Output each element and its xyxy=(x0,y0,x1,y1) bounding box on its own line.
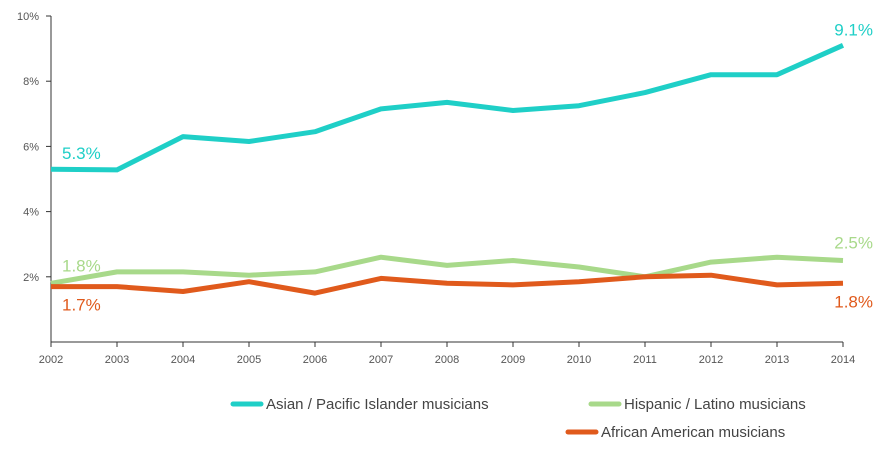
x-tick-label: 2011 xyxy=(633,354,657,366)
series-line-hispanic-latino-musicians xyxy=(50,254,844,286)
y-tick-label: 2% xyxy=(23,272,39,284)
x-tick-label: 2002 xyxy=(39,354,63,366)
y-tick-label: 6% xyxy=(23,141,39,153)
x-tick-label: 2014 xyxy=(831,354,855,366)
end-value-label: 1.8% xyxy=(834,292,873,311)
x-tick-label: 2003 xyxy=(105,354,129,366)
x-tick-label: 2010 xyxy=(567,354,591,366)
start-value-label: 1.8% xyxy=(62,256,101,275)
y-tick-label: 10% xyxy=(17,11,39,23)
x-tick-label: 2007 xyxy=(369,354,393,366)
x-tick-label: 2013 xyxy=(765,354,789,366)
y-tick-label: 8% xyxy=(23,76,39,88)
x-tick-label: 2012 xyxy=(699,354,723,366)
x-tick-label: 2008 xyxy=(435,354,459,366)
series-line-asian-pacific-islander-musicians xyxy=(50,43,845,173)
end-value-label: 9.1% xyxy=(834,20,873,39)
legend-label: Asian / Pacific Islander musicians xyxy=(266,396,489,413)
end-value-label: 2.5% xyxy=(834,234,873,253)
x-tick-label: 2004 xyxy=(171,354,195,366)
legend-label: African American musicians xyxy=(601,424,785,441)
x-tick-label: 2005 xyxy=(237,354,261,366)
x-tick-label: 2009 xyxy=(501,354,525,366)
y-tick-label: 4% xyxy=(23,207,39,219)
x-tick-label: 2006 xyxy=(303,354,327,366)
legend-label: Hispanic / Latino musicians xyxy=(624,396,806,413)
start-value-label: 1.7% xyxy=(62,296,101,315)
start-value-label: 5.3% xyxy=(62,144,101,163)
series-line-african-american-musicians xyxy=(51,272,844,296)
